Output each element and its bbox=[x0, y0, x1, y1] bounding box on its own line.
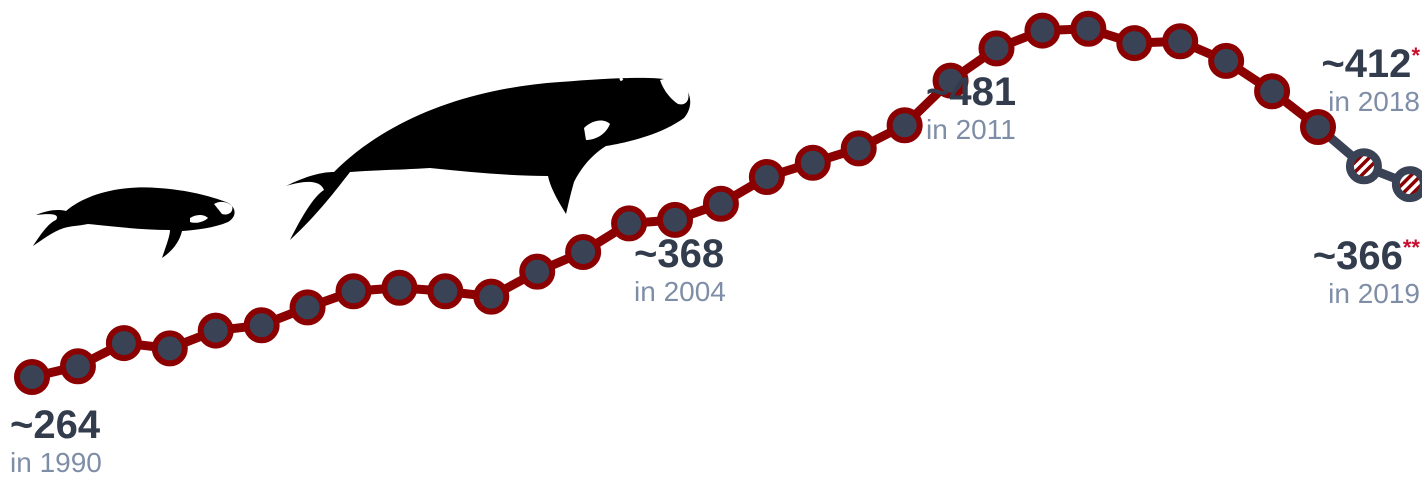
data-point bbox=[886, 107, 923, 144]
large-whale-icon bbox=[286, 71, 691, 240]
annotation-2019: ~366** in 2019 bbox=[1313, 236, 1420, 308]
small-whale-icon bbox=[33, 187, 235, 258]
data-point bbox=[1070, 10, 1107, 47]
data-point bbox=[1116, 25, 1153, 62]
data-point bbox=[702, 185, 739, 222]
data-point bbox=[519, 253, 556, 290]
data-point bbox=[978, 30, 1015, 67]
data-point bbox=[1162, 23, 1199, 60]
data-point bbox=[1024, 12, 1061, 49]
data-point bbox=[1300, 109, 1336, 145]
annotation-2011: ~481 in 2011 bbox=[926, 72, 1016, 144]
data-point bbox=[381, 269, 418, 306]
series-points bbox=[14, 10, 1422, 395]
data-point bbox=[794, 144, 831, 181]
annotation-value: ~264 bbox=[10, 403, 101, 447]
data-point bbox=[59, 348, 96, 385]
annotation-year: in 2018 bbox=[1328, 86, 1420, 117]
annotation-value: ~412 bbox=[1321, 42, 1412, 86]
estimate-point bbox=[1391, 166, 1422, 203]
data-point bbox=[427, 273, 464, 310]
data-point bbox=[335, 273, 372, 310]
data-point bbox=[473, 278, 510, 315]
annotation-2004: ~368 in 2004 bbox=[634, 234, 726, 306]
annotation-value: ~481 bbox=[926, 70, 1017, 114]
data-point bbox=[840, 130, 877, 167]
annotation-1990: ~264 in 1990 bbox=[10, 405, 102, 477]
data-point bbox=[657, 201, 693, 238]
footnote-mark: * bbox=[1411, 43, 1420, 68]
data-point bbox=[1208, 42, 1245, 79]
annotation-2018: ~412* in 2018 bbox=[1321, 44, 1420, 116]
data-point bbox=[105, 325, 142, 362]
annotation-value: ~366 bbox=[1312, 234, 1403, 278]
data-point bbox=[611, 205, 648, 242]
data-point bbox=[932, 62, 969, 99]
data-point bbox=[243, 307, 280, 344]
footnote-mark: ** bbox=[1402, 235, 1420, 260]
annotation-year: in 1990 bbox=[10, 447, 102, 478]
annotation-year: in 2011 bbox=[926, 114, 1016, 145]
data-point bbox=[1254, 73, 1291, 110]
data-point bbox=[14, 359, 50, 395]
data-point bbox=[748, 159, 785, 195]
data-point bbox=[565, 234, 602, 270]
estimate-point bbox=[1345, 148, 1382, 185]
data-point bbox=[151, 330, 188, 367]
annotation-year: in 2004 bbox=[634, 276, 726, 307]
data-point bbox=[289, 289, 326, 326]
annotation-value: ~368 bbox=[634, 232, 725, 276]
data-point bbox=[197, 312, 234, 349]
annotation-year: in 2019 bbox=[1328, 278, 1420, 309]
